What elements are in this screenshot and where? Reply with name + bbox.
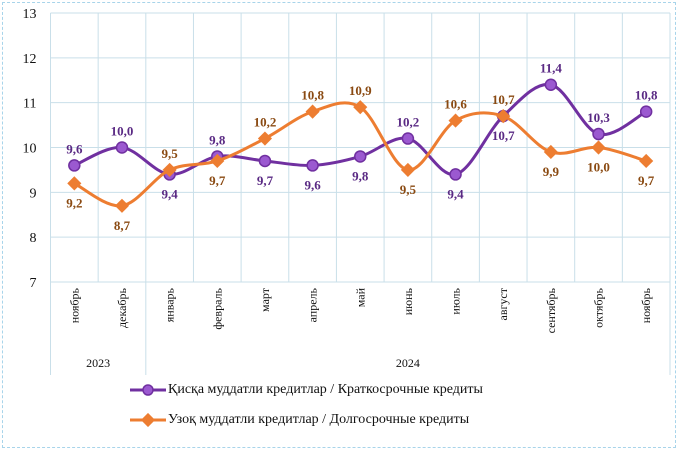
data-label: 10,8 — [635, 88, 658, 103]
data-label: 9,9 — [543, 164, 560, 179]
data-point — [305, 104, 320, 119]
data-point — [162, 162, 177, 177]
legend-marker-circle-icon — [130, 384, 166, 396]
data-label: 10,7 — [492, 92, 515, 107]
y-tick-label: 8 — [30, 231, 37, 246]
data-label: 9,5 — [400, 182, 417, 197]
y-tick-label: 12 — [23, 52, 37, 67]
x-tick-label: февраль — [210, 287, 224, 329]
data-label: 10,8 — [301, 88, 324, 103]
data-point — [353, 100, 368, 115]
data-label: 10,2 — [254, 115, 277, 130]
data-point — [354, 150, 367, 163]
data-label: 9,2 — [66, 195, 82, 210]
data-point — [114, 198, 130, 213]
data-point — [67, 176, 82, 191]
year-label: 2024 — [396, 356, 420, 370]
data-point — [591, 140, 606, 155]
data-point — [210, 153, 225, 169]
data-label: 10,2 — [397, 115, 420, 130]
data-label: 9,4 — [447, 186, 464, 201]
y-tick-label: 10 — [23, 142, 37, 157]
legend-item-short-term: Қисқа муддатли кредитлар / Краткосрочные… — [130, 382, 483, 398]
data-label: 9,6 — [304, 177, 321, 192]
chart-frame — [2, 2, 676, 448]
data-point — [543, 144, 558, 160]
legend-label: Узоқ муддатли кредитлар / Долгосрочные к… — [168, 412, 470, 427]
x-tick-label: ноябрь — [639, 287, 653, 323]
data-label: 10,0 — [587, 160, 610, 175]
legend-item-long-term: Узоқ муддатли кредитлар / Долгосрочные к… — [130, 412, 469, 428]
x-tick-label: июнь — [401, 287, 415, 315]
data-point — [544, 78, 558, 91]
x-tick-label: август — [496, 287, 510, 320]
data-point — [639, 153, 654, 169]
x-tick-label: октябрь — [592, 287, 606, 327]
data-point — [115, 141, 129, 154]
data-label: 9,8 — [352, 168, 369, 183]
data-point — [496, 109, 511, 124]
data-point — [258, 154, 272, 168]
data-label: 9,7 — [257, 173, 274, 188]
data-point — [306, 159, 319, 172]
y-tick-label: 11 — [23, 97, 36, 112]
legend-marker-diamond-icon — [130, 413, 166, 427]
x-tick-label: ноябрь — [67, 287, 81, 323]
data-label: 8,7 — [114, 218, 131, 233]
data-label: 9,5 — [162, 146, 179, 161]
data-label: 10,6 — [444, 97, 467, 112]
y-tick-label: 9 — [30, 186, 37, 201]
data-label: 10,3 — [587, 110, 610, 125]
x-tick-label: декабрь — [115, 287, 129, 328]
x-tick-label: апрель — [306, 287, 320, 322]
data-point — [449, 168, 462, 181]
x-tick-label: июль — [449, 287, 463, 314]
data-point — [257, 131, 273, 146]
x-tick-label: март — [258, 287, 272, 312]
data-point — [639, 105, 653, 118]
data-label: 11,4 — [540, 61, 563, 76]
data-point — [400, 162, 415, 177]
y-tick-label: 7 — [30, 276, 37, 291]
y-tick-label: 13 — [23, 7, 37, 22]
data-label: 9,7 — [638, 173, 655, 188]
data-label: 9,7 — [209, 173, 226, 188]
x-tick-label: сентябрь — [544, 287, 558, 333]
x-tick-label: январь — [163, 287, 177, 322]
data-point — [68, 159, 81, 172]
data-point — [448, 113, 463, 128]
data-label: 9,8 — [209, 132, 226, 147]
data-label: 10,0 — [111, 124, 134, 139]
data-point — [401, 132, 415, 145]
data-label: 10,9 — [349, 83, 372, 98]
x-tick-label: май — [353, 287, 367, 307]
legend-label: Қисқа муддатли кредитлар / Краткосрочные… — [168, 382, 483, 397]
year-label: 2023 — [86, 356, 110, 370]
data-label: 9,6 — [66, 141, 83, 156]
data-point — [592, 127, 605, 141]
data-label: 10,7 — [492, 128, 515, 143]
data-label: 9,4 — [162, 186, 179, 201]
